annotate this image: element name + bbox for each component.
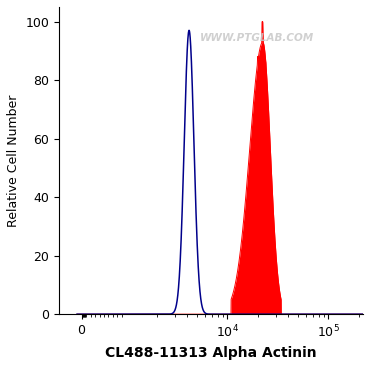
- X-axis label: CL488-11313 Alpha Actinin: CL488-11313 Alpha Actinin: [105, 346, 317, 360]
- Y-axis label: Relative Cell Number: Relative Cell Number: [7, 94, 20, 227]
- Text: WWW.PTGLAB.COM: WWW.PTGLAB.COM: [199, 33, 314, 43]
